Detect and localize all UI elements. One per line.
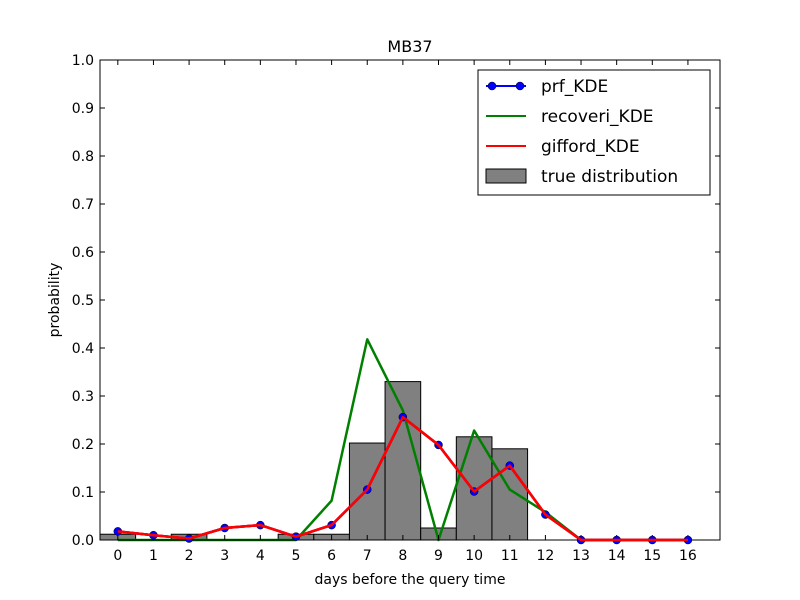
legend-label-recoveri-kde: recoveri_KDE bbox=[541, 107, 654, 127]
y-tick-label: 0.6 bbox=[72, 245, 94, 261]
x-tick-label: 6 bbox=[327, 548, 336, 564]
x-tick-label: 1 bbox=[149, 548, 158, 564]
x-tick-label: 8 bbox=[398, 548, 407, 564]
y-tick-label: 1.0 bbox=[72, 53, 94, 69]
y-tick-label: 0.4 bbox=[72, 341, 94, 357]
x-tick-label: 2 bbox=[185, 548, 194, 564]
x-tick-label: 10 bbox=[465, 548, 483, 564]
legend-marker-prf-kde-end bbox=[515, 81, 525, 91]
x-tick-label: 4 bbox=[256, 548, 265, 564]
x-tick-label: 16 bbox=[679, 548, 697, 564]
y-tick-label: 0.9 bbox=[72, 101, 94, 117]
ticks-layer: 0 1 2 3 4 5 6 7 8 9 10 11 12 13 14 15 160.00.10.20.30.40… bbox=[72, 53, 720, 564]
x-tick-label: 9 bbox=[434, 548, 443, 564]
x-tick-label: 15 bbox=[643, 548, 661, 564]
legend-patch-true-distribution bbox=[485, 168, 527, 184]
x-tick-label: 13 bbox=[572, 548, 590, 564]
x-tick-label: 7 bbox=[363, 548, 372, 564]
series-line-gifford-kde-top bbox=[117, 415, 688, 542]
y-tick-label: 0.7 bbox=[72, 197, 94, 213]
bar-true-distribution-8 bbox=[384, 381, 422, 541]
y-tick-label: 0.0 bbox=[72, 533, 94, 549]
x-axis-label: days before the query time bbox=[315, 572, 506, 588]
x-tick-label: 3 bbox=[220, 548, 229, 564]
x-tick-label: 0 bbox=[113, 548, 122, 564]
y-axis-label: probability bbox=[47, 263, 63, 338]
y-tick-label: 0.2 bbox=[72, 437, 94, 453]
x-tick-label: 5 bbox=[292, 548, 301, 564]
x-tick-label: 14 bbox=[608, 548, 626, 564]
y-tick-label: 0.1 bbox=[72, 485, 94, 501]
legend-marker-prf-kde bbox=[487, 81, 497, 91]
legend-label-prf-kde: prf_KDE bbox=[541, 77, 608, 97]
y-tick-label: 0.8 bbox=[72, 149, 94, 165]
x-tick-label: 12 bbox=[536, 548, 554, 564]
legend-label-gifford-kde: gifford_KDE bbox=[541, 137, 640, 157]
legend: prf_KDE recoveri_KDE gifford_KDE true di… bbox=[477, 69, 711, 196]
y-tick-label: 0.3 bbox=[72, 389, 94, 405]
y-tick-label: 0.5 bbox=[72, 293, 94, 309]
chart-title: MB37 bbox=[387, 37, 432, 56]
legend-label-true-distribution: true distribution bbox=[541, 167, 678, 187]
x-tick-label: 11 bbox=[501, 548, 519, 564]
markers-layer bbox=[113, 412, 693, 545]
